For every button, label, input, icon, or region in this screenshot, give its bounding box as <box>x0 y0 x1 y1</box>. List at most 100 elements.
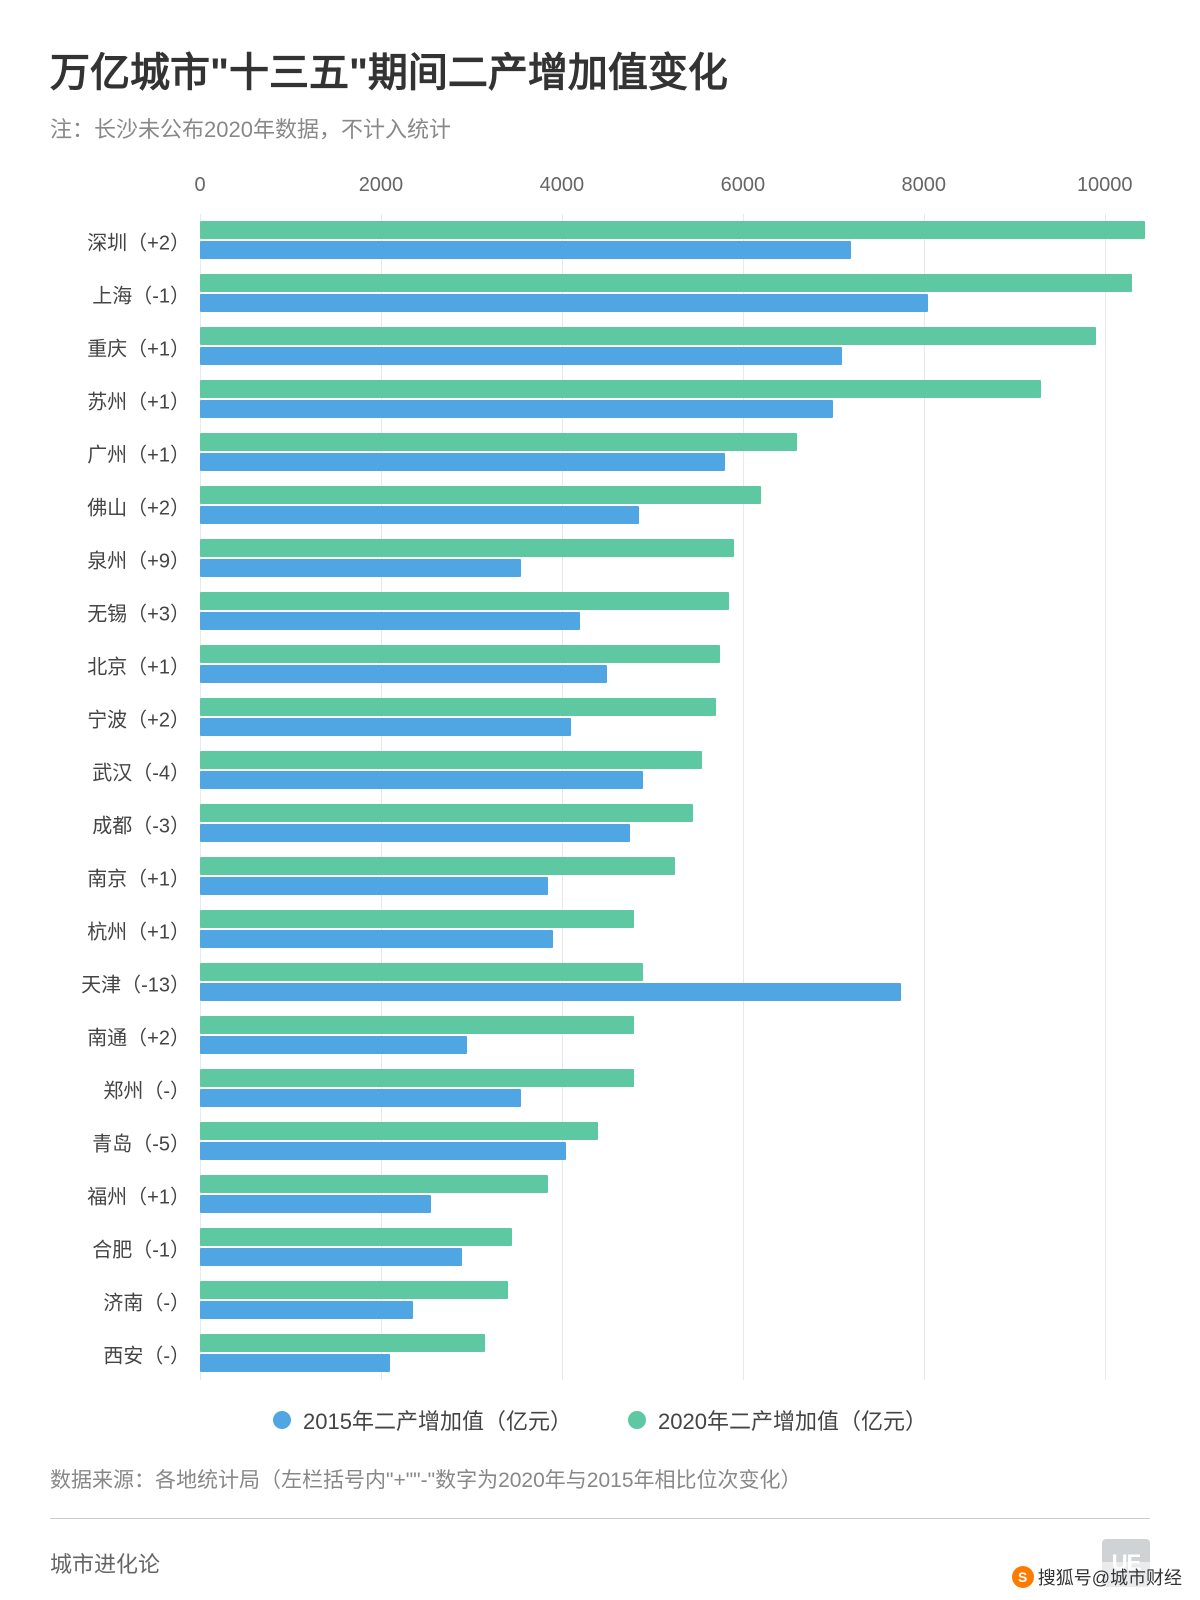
bar-2020 <box>200 380 1041 398</box>
category-label: 成都（-3） <box>92 809 190 838</box>
bar-2020 <box>200 857 675 875</box>
category-label: 南京（+1） <box>87 862 190 891</box>
bar-2020 <box>200 1016 634 1034</box>
chart-title: 万亿城市"十三五"期间二产增加值变化 <box>50 40 1150 98</box>
bar-2015 <box>200 983 901 1001</box>
bar-2020 <box>200 539 734 557</box>
bar-2015 <box>200 294 928 312</box>
legend-item: 2020年二产增加值（亿元） <box>628 1404 927 1436</box>
bar-row: 南通（+2） <box>200 1009 1150 1062</box>
bar-2020 <box>200 1228 512 1246</box>
bar-row: 天津（-13） <box>200 956 1150 1009</box>
bar-2020 <box>200 910 634 928</box>
legend-label: 2020年二产增加值（亿元） <box>658 1404 927 1436</box>
bar-2015 <box>200 1354 390 1372</box>
category-label: 泉州（+9） <box>87 544 190 573</box>
category-label: 佛山（+2） <box>87 491 190 520</box>
category-label: 西安（-） <box>103 1339 190 1368</box>
bar-2020 <box>200 433 797 451</box>
bar-row: 合肥（-1） <box>200 1221 1150 1274</box>
legend-item: 2015年二产增加值（亿元） <box>273 1404 572 1436</box>
chart-subtitle: 注：长沙未公布2020年数据，不计入统计 <box>50 112 1150 144</box>
bar-2020 <box>200 1175 548 1193</box>
bar-2020 <box>200 221 1145 239</box>
bar-2015 <box>200 1301 413 1319</box>
divider <box>50 1518 1150 1519</box>
category-label: 武汉（-4） <box>92 756 190 785</box>
bar-row: 成都（-3） <box>200 797 1150 850</box>
chart-area: 0200040006000800010000 深圳（+2）上海（-1）重庆（+1… <box>200 174 1150 1380</box>
bar-2015 <box>200 930 553 948</box>
bar-2015 <box>200 241 851 259</box>
axis-tick: 8000 <box>902 174 947 197</box>
category-label: 宁波（+2） <box>87 703 190 732</box>
footer-text: 城市进化论 <box>50 1547 160 1579</box>
category-label: 天津（-13） <box>81 968 190 997</box>
category-label: 福州（+1） <box>87 1180 190 1209</box>
bar-2015 <box>200 506 639 524</box>
bar-2020 <box>200 1122 598 1140</box>
bar-2015 <box>200 400 833 418</box>
axis-tick: 4000 <box>540 174 585 197</box>
bar-row: 南京（+1） <box>200 850 1150 903</box>
bar-2015 <box>200 824 630 842</box>
sohu-icon: S <box>1012 1566 1034 1588</box>
legend: 2015年二产增加值（亿元） 2020年二产增加值（亿元） <box>50 1404 1150 1436</box>
category-label: 深圳（+2） <box>87 226 190 255</box>
bar-row: 无锡（+3） <box>200 585 1150 638</box>
category-label: 苏州（+1） <box>87 385 190 414</box>
bar-2020 <box>200 592 729 610</box>
bar-2015 <box>200 453 725 471</box>
bar-row: 泉州（+9） <box>200 532 1150 585</box>
bar-2015 <box>200 1036 467 1054</box>
bar-row: 深圳（+2） <box>200 214 1150 267</box>
bar-2015 <box>200 1248 462 1266</box>
category-label: 济南（-） <box>103 1286 190 1315</box>
bar-row: 福州（+1） <box>200 1168 1150 1221</box>
bar-2015 <box>200 559 521 577</box>
bar-row: 济南（-） <box>200 1274 1150 1327</box>
category-label: 青岛（-5） <box>92 1127 190 1156</box>
bar-2020 <box>200 486 761 504</box>
watermark: S 搜狐号@城市财经 <box>1008 1562 1186 1592</box>
watermark-text: 搜狐号@城市财经 <box>1038 1564 1182 1590</box>
bar-2015 <box>200 665 607 683</box>
bar-2020 <box>200 963 643 981</box>
category-label: 合肥（-1） <box>92 1233 190 1262</box>
bar-row: 杭州（+1） <box>200 903 1150 956</box>
legend-dot <box>628 1411 646 1429</box>
category-label: 广州（+1） <box>87 438 190 467</box>
bar-2015 <box>200 347 842 365</box>
legend-dot <box>273 1411 291 1429</box>
bar-2015 <box>200 877 548 895</box>
data-source: 数据来源：各地统计局（左栏括号内"+""-"数字为2020年与2015年相比位次… <box>50 1464 1150 1494</box>
category-label: 南通（+2） <box>87 1021 190 1050</box>
bar-2015 <box>200 771 643 789</box>
bar-2020 <box>200 645 720 663</box>
bar-2015 <box>200 1089 521 1107</box>
bar-row: 武汉（-4） <box>200 744 1150 797</box>
bar-2020 <box>200 1281 508 1299</box>
axis-tick: 6000 <box>721 174 766 197</box>
bar-row: 西安（-） <box>200 1327 1150 1380</box>
x-axis: 0200040006000800010000 <box>200 174 1150 204</box>
axis-tick: 0 <box>194 174 205 197</box>
bar-2020 <box>200 751 702 769</box>
footer: 城市进化论 UE <box>50 1539 1150 1587</box>
bar-2015 <box>200 718 571 736</box>
category-label: 郑州（-） <box>103 1074 190 1103</box>
bar-2015 <box>200 612 580 630</box>
bar-2020 <box>200 1334 485 1352</box>
bar-2020 <box>200 274 1132 292</box>
bar-2020 <box>200 804 693 822</box>
category-label: 重庆（+1） <box>87 332 190 361</box>
bar-row: 苏州（+1） <box>200 373 1150 426</box>
bar-2020 <box>200 1069 634 1087</box>
bar-row: 北京（+1） <box>200 638 1150 691</box>
bar-row: 郑州（-） <box>200 1062 1150 1115</box>
bar-2015 <box>200 1142 566 1160</box>
bar-row: 佛山（+2） <box>200 479 1150 532</box>
bar-2020 <box>200 698 716 716</box>
bar-row: 青岛（-5） <box>200 1115 1150 1168</box>
bar-row: 广州（+1） <box>200 426 1150 479</box>
